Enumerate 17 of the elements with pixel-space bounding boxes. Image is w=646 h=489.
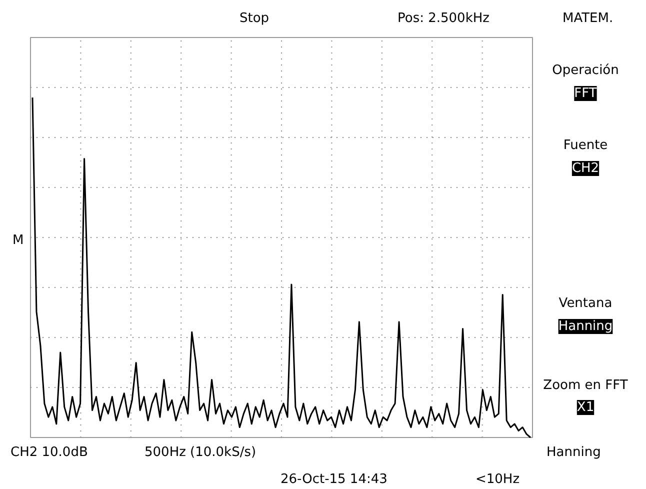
text: Fuente (563, 138, 608, 153)
text: MATEM. (562, 11, 614, 26)
text: 500Hz (10.0kS/s) (144, 445, 256, 460)
text: Zoom en FFT (543, 378, 628, 393)
text: Hanning (558, 319, 613, 334)
text: FFT (574, 86, 597, 101)
text: Stop (240, 11, 270, 26)
text: Operación (552, 63, 619, 78)
text: X1 (576, 400, 594, 415)
text: Hanning (546, 445, 601, 460)
text: Pos: 2.500kHz (398, 11, 490, 26)
text: CH2 10.0dB (10, 445, 88, 460)
text: <10Hz (476, 472, 520, 487)
text: CH2 (572, 161, 600, 176)
text: M (12, 233, 24, 248)
text: Ventana (558, 296, 612, 311)
text: 26-Oct-15 14:43 (280, 472, 388, 487)
